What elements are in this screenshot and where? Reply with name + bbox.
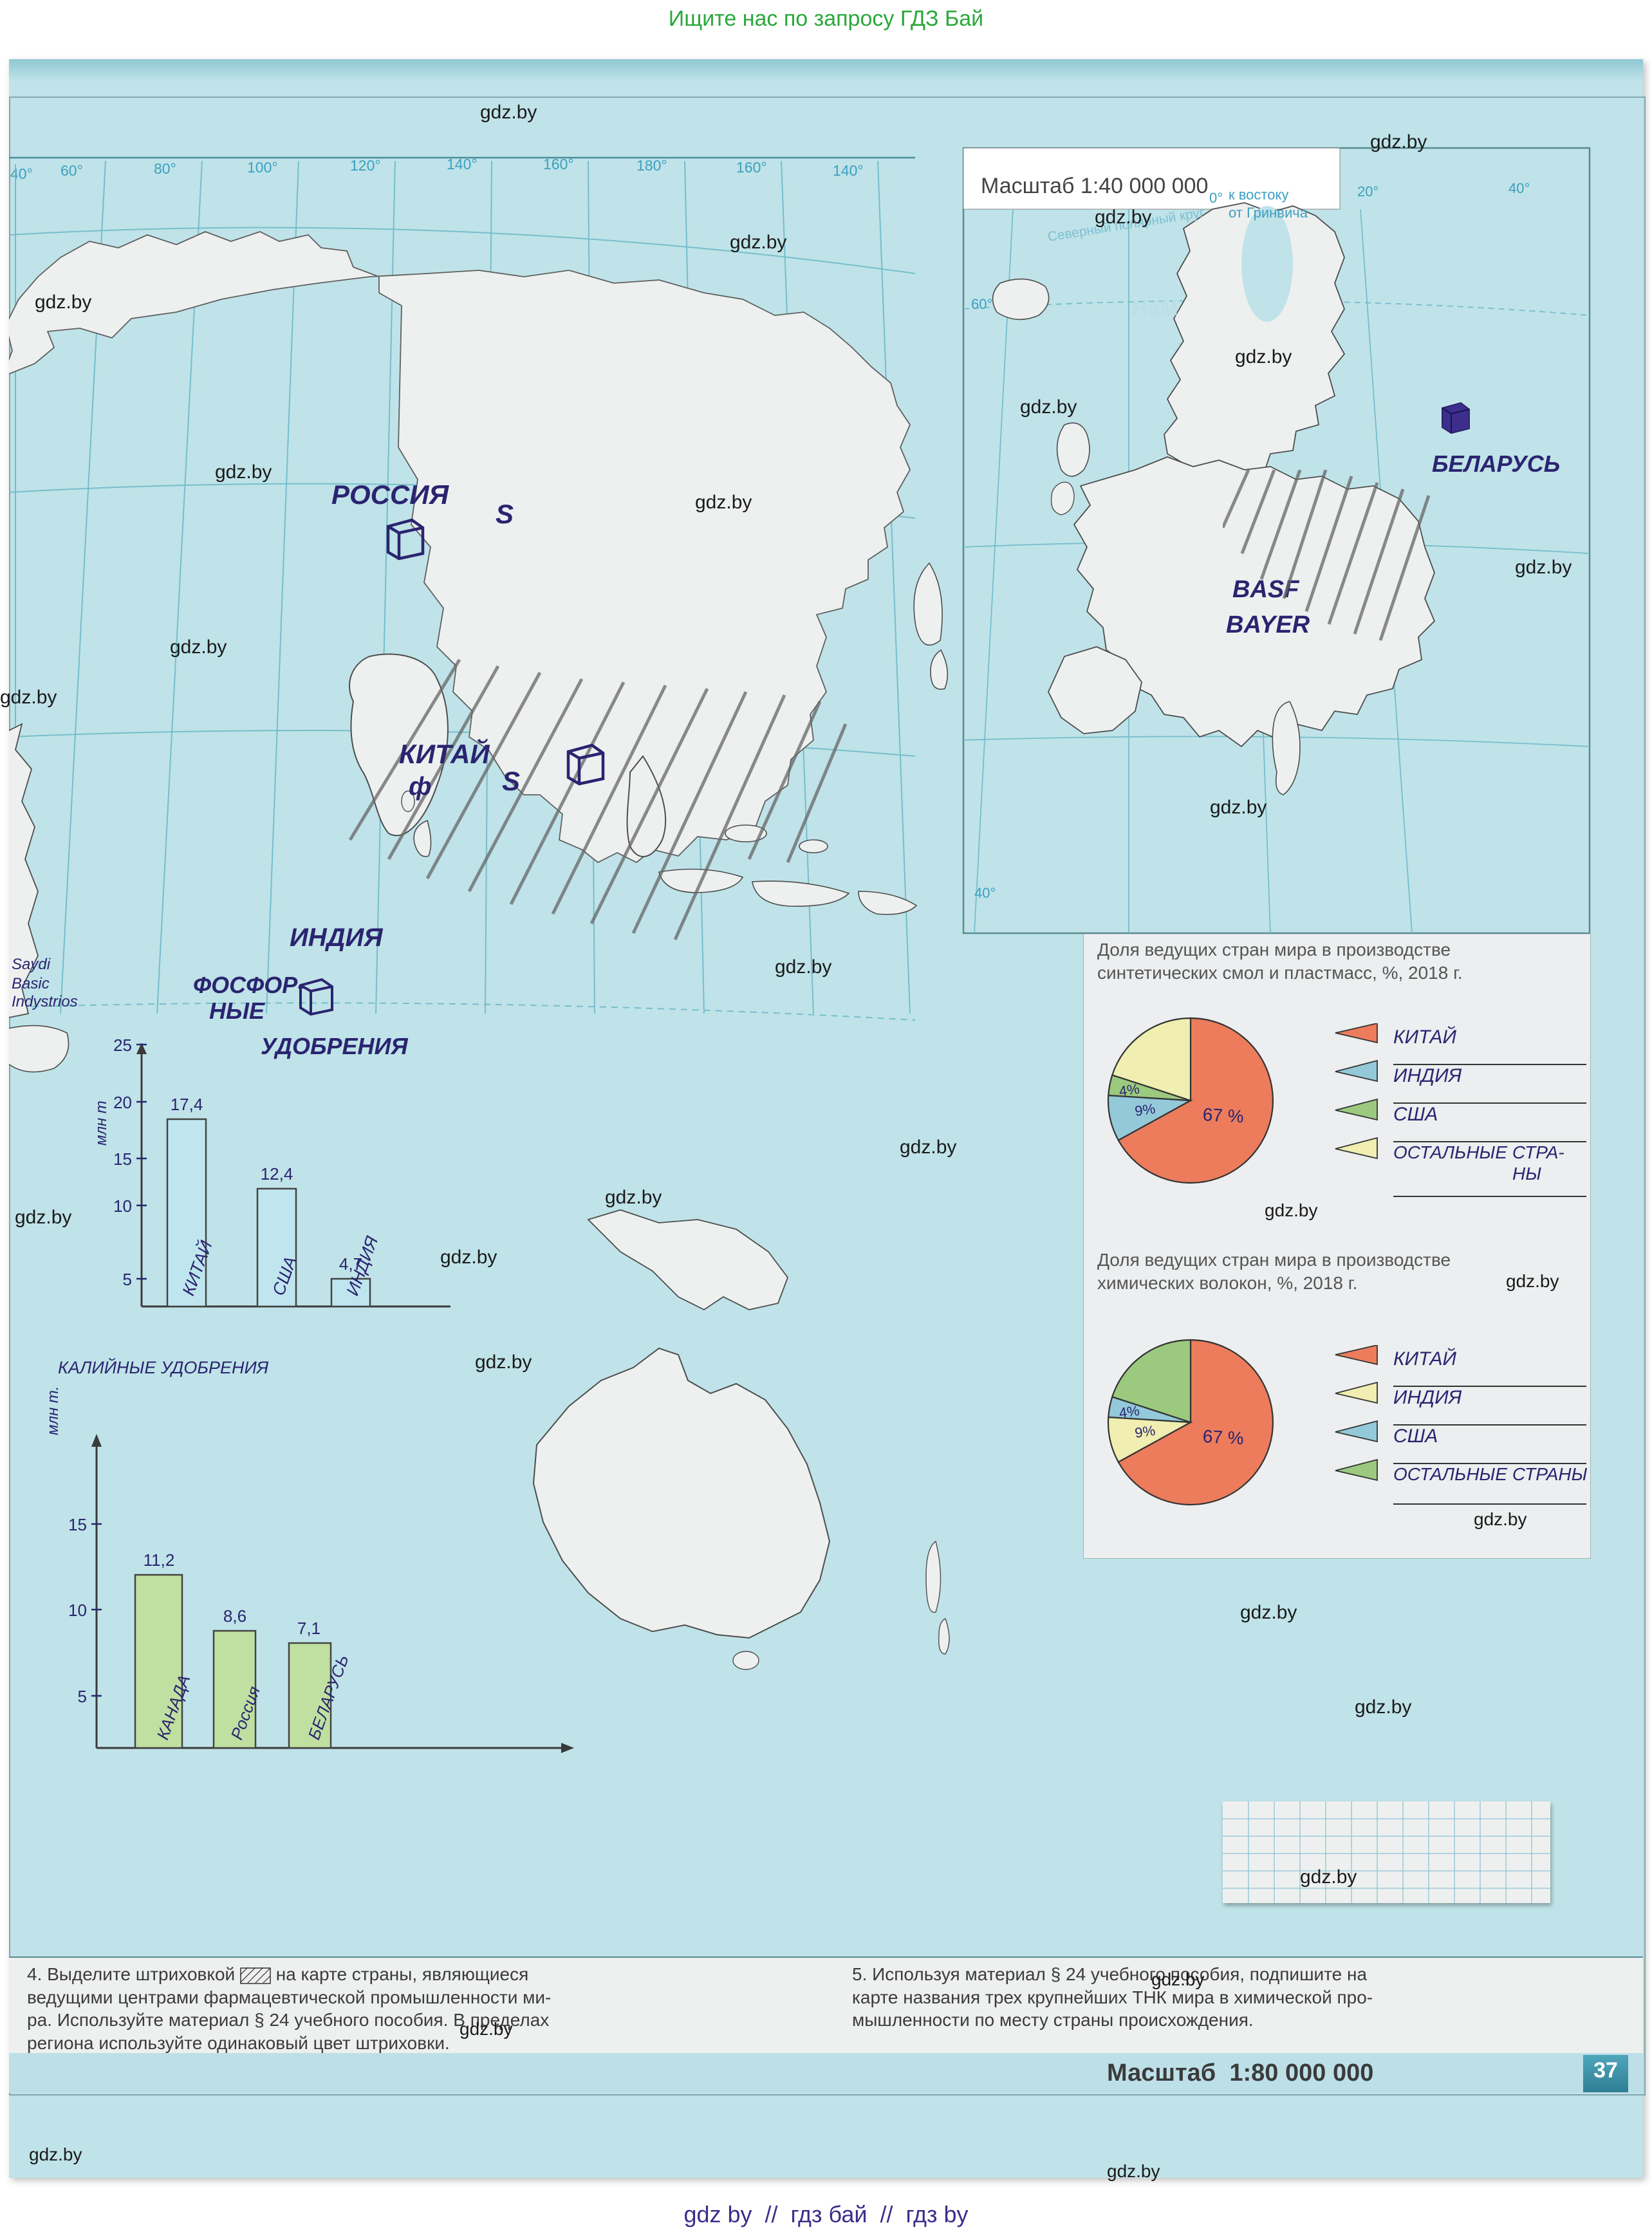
svg-text:140°: 140° bbox=[447, 156, 478, 172]
svg-text:к востоку: к востоку bbox=[1229, 187, 1288, 203]
svg-text:180°: 180° bbox=[636, 157, 667, 174]
svg-text:100°: 100° bbox=[247, 159, 278, 176]
svg-text:НаМ: НаМ bbox=[1132, 296, 1178, 321]
svg-text:160°: 160° bbox=[736, 159, 767, 176]
svg-text:60°: 60° bbox=[60, 162, 83, 179]
svg-text:40°: 40° bbox=[974, 885, 996, 901]
svg-text:160°: 160° bbox=[543, 156, 574, 172]
svg-text:40°: 40° bbox=[10, 165, 33, 182]
svg-text:140°: 140° bbox=[833, 162, 864, 179]
svg-text:80°: 80° bbox=[154, 160, 176, 177]
svg-text:20°: 20° bbox=[1357, 183, 1378, 200]
svg-text:от Гринвича: от Гринвича bbox=[1229, 205, 1308, 221]
svg-text:120°: 120° bbox=[350, 157, 381, 174]
svg-text:60°: 60° bbox=[971, 296, 992, 312]
svg-text:5: 5 bbox=[78, 1687, 87, 1706]
svg-text:0°: 0° bbox=[1209, 190, 1223, 206]
svg-text:40°: 40° bbox=[1508, 180, 1530, 196]
svg-text:Масштаб 1:40 000 000: Масштаб 1:40 000 000 bbox=[981, 174, 1208, 198]
